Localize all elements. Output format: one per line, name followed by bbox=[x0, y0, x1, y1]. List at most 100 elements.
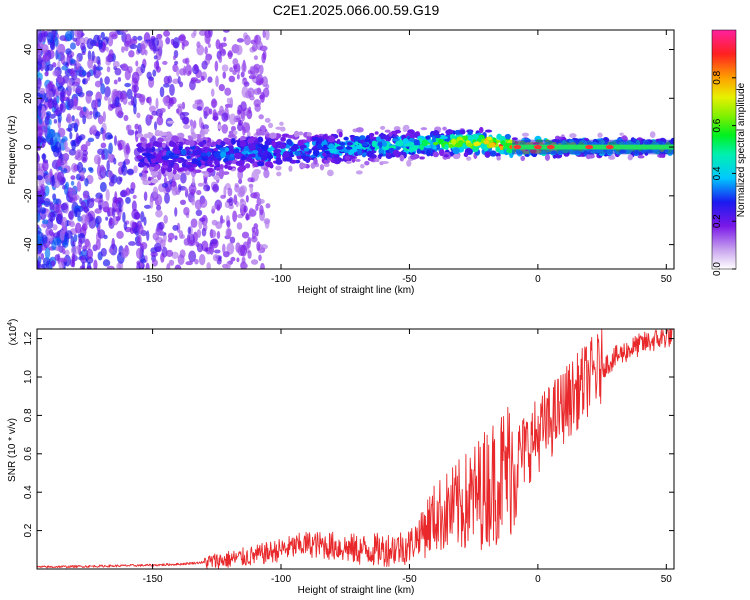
noise-speckle bbox=[227, 50, 233, 60]
noise-speckle bbox=[248, 74, 257, 80]
ridge-blob bbox=[498, 149, 506, 154]
ridge-blob bbox=[346, 141, 354, 146]
ridge-blob bbox=[194, 149, 203, 156]
noise-speckle bbox=[122, 211, 126, 223]
noise-speckle bbox=[69, 131, 73, 140]
noise-speckle bbox=[75, 173, 81, 181]
noise-speckle bbox=[37, 42, 41, 55]
noise-speckle bbox=[212, 254, 219, 262]
ridge-blob bbox=[148, 166, 155, 171]
noise-speckle bbox=[159, 112, 163, 119]
noise-speckle bbox=[238, 186, 245, 197]
ridge-blob bbox=[211, 141, 217, 147]
noise-speckle bbox=[232, 64, 238, 70]
ridge-blob bbox=[228, 148, 236, 155]
x-tick-label: 0 bbox=[535, 574, 541, 585]
noise-speckle bbox=[137, 124, 142, 136]
noise-speckle bbox=[73, 234, 78, 243]
ridge-blob bbox=[471, 133, 480, 140]
noise-speckle bbox=[39, 207, 47, 214]
ridge-blob bbox=[343, 136, 349, 141]
noise-speckle bbox=[194, 79, 202, 84]
noise-speckle bbox=[172, 55, 177, 61]
noise-speckle bbox=[204, 46, 208, 55]
ridge-blob bbox=[207, 158, 213, 166]
noise-speckle bbox=[249, 95, 255, 101]
noise-speckle bbox=[46, 32, 54, 43]
noise-speckle bbox=[44, 123, 48, 134]
noise-speckle bbox=[74, 77, 81, 85]
ridge-blob bbox=[416, 148, 421, 154]
noise-speckle bbox=[60, 53, 66, 65]
noise-speckle bbox=[87, 58, 93, 69]
ridge-blob bbox=[368, 132, 375, 137]
ridge-blob bbox=[141, 152, 149, 157]
ridge-blob bbox=[467, 134, 473, 141]
snr-y-label: SNR (10 * v/v) bbox=[7, 418, 18, 482]
noise-speckle bbox=[172, 224, 179, 231]
noise-speckle bbox=[194, 99, 203, 105]
noise-speckle bbox=[65, 48, 72, 55]
noise-speckle bbox=[71, 139, 76, 151]
noise-speckle bbox=[52, 202, 60, 214]
noise-speckle bbox=[229, 67, 234, 73]
noise-speckle bbox=[67, 98, 75, 109]
noise-speckle bbox=[177, 76, 181, 85]
noise-speckle bbox=[140, 258, 147, 264]
noise-speckle bbox=[37, 233, 41, 246]
noise-speckle bbox=[244, 34, 251, 46]
noise-speckle bbox=[193, 30, 197, 37]
peak-marker bbox=[546, 145, 555, 150]
y-tick-label: 1.2 bbox=[23, 331, 34, 345]
noise-speckle bbox=[107, 170, 113, 177]
noise-speckle bbox=[66, 115, 73, 124]
noise-speckle bbox=[178, 230, 184, 239]
spectrogram-panel: -150 -100 -50 0 50 -40 -20 0 20 40 Height of str… bbox=[7, 29, 675, 296]
ridge-blob bbox=[298, 131, 304, 136]
noise-speckle bbox=[218, 55, 223, 63]
ridge-blob bbox=[431, 135, 437, 143]
noise-speckle bbox=[229, 236, 236, 244]
ridge-blob bbox=[454, 129, 462, 135]
noise-speckle bbox=[37, 66, 40, 73]
ridge-blob bbox=[188, 139, 195, 147]
noise-speckle bbox=[184, 187, 188, 193]
ridge-blob bbox=[484, 151, 491, 158]
ridge-blob bbox=[345, 160, 352, 164]
ridge-blob bbox=[239, 158, 245, 166]
noise-speckle bbox=[236, 222, 243, 230]
noise-speckle bbox=[57, 166, 63, 171]
y-tick-label: 0.8 bbox=[23, 408, 34, 422]
colorbar-ticks: 0.0 0.2 0.4 0.6 0.8 bbox=[712, 70, 736, 276]
ridge-blob bbox=[225, 161, 231, 165]
noise-speckle bbox=[70, 180, 75, 186]
noise-speckle bbox=[246, 238, 251, 249]
x-tick-label: -50 bbox=[402, 574, 417, 585]
noise-speckle bbox=[46, 90, 53, 100]
noise-speckle bbox=[116, 176, 122, 185]
noise-speckle bbox=[91, 50, 95, 62]
ridge-blob bbox=[150, 178, 159, 184]
noise-speckle bbox=[222, 71, 227, 79]
noise-speckle bbox=[94, 197, 102, 203]
noise-speckle bbox=[158, 221, 165, 230]
ridge-blob bbox=[402, 125, 408, 133]
noise-speckle bbox=[183, 238, 190, 246]
noise-speckle bbox=[89, 125, 97, 135]
noise-speckle bbox=[265, 203, 271, 209]
noise-speckle bbox=[68, 148, 77, 156]
noise-speckle bbox=[191, 176, 196, 186]
ridge-point bbox=[457, 140, 464, 145]
ridge-blob bbox=[384, 135, 391, 140]
noise-speckle bbox=[69, 188, 77, 198]
ridge-point bbox=[406, 142, 413, 147]
ridge-blob bbox=[217, 124, 222, 130]
noise-speckle bbox=[48, 118, 52, 126]
noise-speckle bbox=[152, 186, 159, 198]
ridge-blob bbox=[480, 142, 486, 150]
noise-speckle bbox=[123, 114, 129, 122]
noise-speckle bbox=[49, 113, 56, 119]
noise-speckle bbox=[100, 31, 105, 39]
ridge-blob bbox=[172, 155, 179, 159]
noise-speckle bbox=[70, 175, 76, 180]
